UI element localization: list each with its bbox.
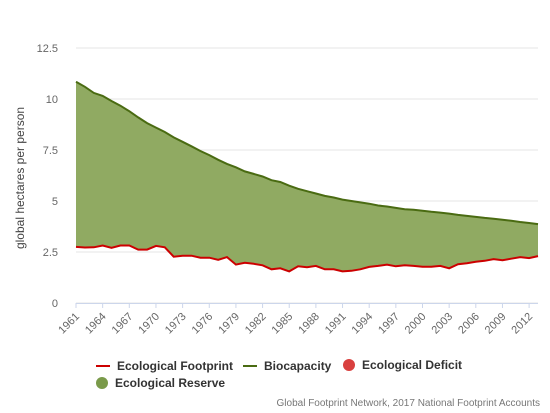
x-tick-label: 1988 xyxy=(296,311,322,337)
legend-dot-swatch xyxy=(343,359,355,371)
x-tick-label: 1991 xyxy=(323,311,349,337)
legend-item-ecological-deficit[interactable]: Ecological Deficit xyxy=(343,358,462,372)
legend-label: Biocapacity xyxy=(264,359,332,373)
x-tick-label: 1976 xyxy=(190,311,216,337)
legend-label: Ecological Deficit xyxy=(362,358,463,372)
y-tick-label: 10 xyxy=(46,94,58,106)
x-tick-label: 2003 xyxy=(429,311,455,337)
x-tick-label: 2000 xyxy=(403,311,429,337)
y-tick-label: 7.5 xyxy=(43,145,58,157)
ecological-footprint-series-line[interactable] xyxy=(75,244,539,273)
y-tick-label: 5 xyxy=(52,196,58,208)
ecological-reserve-area[interactable] xyxy=(76,81,538,272)
legend: Ecological Footprint Biocapacity Ecologi… xyxy=(0,355,550,397)
x-tick-label: 1994 xyxy=(350,311,376,337)
legend-item-ecological-footprint[interactable]: Ecological Footprint xyxy=(96,359,233,373)
chart-credits[interactable]: Global Footprint Network, 2017 National … xyxy=(276,398,540,409)
x-tick-label: 1964 xyxy=(83,311,109,337)
y-tick-label: 2.5 xyxy=(43,247,58,259)
x-tick-label: 1997 xyxy=(376,311,402,337)
y-axis-title: global hectares per person xyxy=(13,107,27,249)
legend-line-swatch xyxy=(96,365,110,367)
y-tick-label: 12.5 xyxy=(37,43,58,55)
x-axis-tick-labels: 1961 1964 1967 1970 1973 1976 1979 1982 1985 1988… xyxy=(56,311,535,337)
legend-label: Ecological Footprint xyxy=(117,359,233,373)
y-axis-tick-labels: 0 2.5 5 7.5 10 12.5 xyxy=(37,43,58,310)
x-tick-label: 2006 xyxy=(456,311,482,337)
legend-dot-swatch xyxy=(96,377,108,389)
y-tick-label: 0 xyxy=(52,298,58,310)
legend-item-biocapacity[interactable]: Biocapacity xyxy=(243,359,331,373)
x-tick-label: 1967 xyxy=(110,311,136,337)
biocapacity-series-line[interactable] xyxy=(75,80,539,226)
x-tick-label: 2009 xyxy=(483,311,509,337)
x-tick-label: 1985 xyxy=(270,311,296,337)
x-tick-label: 2012 xyxy=(509,311,535,337)
legend-label: Ecological Reserve xyxy=(115,376,226,390)
x-tick-label: 1961 xyxy=(56,311,82,337)
x-tick-label: 1970 xyxy=(136,311,162,337)
x-tick-label: 1982 xyxy=(243,311,269,337)
legend-line-swatch xyxy=(243,365,257,367)
x-tick-label: 1973 xyxy=(163,311,189,337)
legend-item-ecological-reserve[interactable]: Ecological Reserve xyxy=(96,376,225,390)
x-tick-label: 1979 xyxy=(216,311,242,337)
